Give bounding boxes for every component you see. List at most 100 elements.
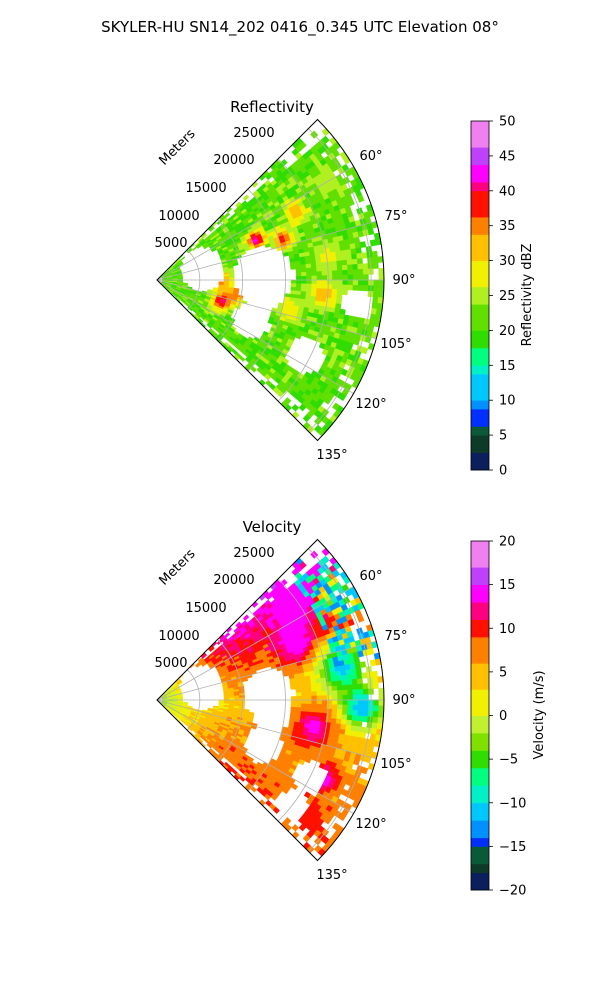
velocity-bin	[321, 690, 328, 696]
velocity-bin	[250, 786, 257, 793]
velocity-colorbar-ticks: −20 −15 −10 −5 0 5 10 15 20	[499, 535, 526, 899]
velocity-bin	[306, 703, 312, 709]
velocity-bin	[295, 688, 302, 693]
reflectivity-colorbar-segment	[471, 435, 489, 445]
velocity-bin	[239, 695, 245, 699]
velocity-bin	[342, 689, 349, 696]
velocity-bin	[347, 699, 354, 706]
velocity-bin	[305, 711, 312, 717]
reflectivity-colorbar-segment	[471, 391, 489, 401]
velocity-azimuth-ticks: 60° 75° 90° 105° 120° 135°	[316, 569, 415, 883]
reflectivity-bin	[290, 286, 297, 292]
reflectivity-bin	[316, 271, 323, 277]
velocity-cbar-tick-5: 5	[499, 665, 507, 680]
velocity-bin	[331, 680, 338, 687]
velocity-colorbar-segment	[471, 750, 489, 760]
reflectivity-bin	[342, 284, 349, 291]
reflectivity-bin	[352, 284, 359, 291]
reflectivity-bin	[373, 279, 380, 287]
velocity-colorbar-segment	[471, 619, 489, 629]
velocity-bin	[290, 706, 297, 712]
velocity-bin	[295, 684, 302, 690]
reflectivity-az-tick-75: 75°	[384, 209, 407, 224]
velocity-bin	[337, 694, 343, 701]
velocity-bin	[357, 694, 364, 701]
reflectivity-bin	[305, 263, 312, 269]
reflectivity-bin	[294, 333, 302, 340]
reflectivity-bin	[291, 411, 300, 419]
velocity-bin	[361, 766, 369, 775]
velocity-bin	[332, 695, 338, 701]
reflectivity-bin	[280, 158, 288, 167]
reflectivity-bin	[209, 226, 215, 232]
reflectivity-bin	[355, 247, 362, 254]
figure-title: SKYLER-HU SN14_202 0416_0.345 UTC Elevat…	[101, 18, 499, 37]
velocity-colorbar-segment	[471, 741, 489, 751]
velocity-colorbar-segment	[471, 785, 489, 795]
reflectivity-bin	[346, 254, 353, 261]
reflectivity-bin	[316, 288, 323, 294]
velocity-bin	[338, 812, 347, 822]
velocity-bin	[336, 713, 343, 720]
reflectivity-bin	[362, 263, 369, 270]
reflectivity-bin	[319, 253, 327, 259]
velocity-bin	[224, 632, 231, 639]
velocity-bin	[301, 691, 307, 697]
velocity-bin	[305, 687, 312, 693]
velocity-bin	[346, 674, 353, 681]
velocity-bin	[357, 705, 364, 712]
reflectivity-colorbar-segment	[471, 164, 489, 174]
reflectivity-bin	[347, 284, 354, 291]
velocity-bin	[315, 682, 322, 688]
reflectivity-bin	[311, 287, 317, 293]
reflectivity-bin	[362, 268, 369, 275]
velocity-bin	[321, 686, 328, 692]
velocity-bin	[337, 704, 343, 710]
reflectivity-colorbar: 0 5 10 15 20 25 30 35 40 45 50 Reflectiv…	[470, 115, 535, 479]
velocity-bin	[341, 714, 348, 721]
reflectivity-colorbar-segment	[471, 443, 489, 453]
velocity-bin	[367, 647, 375, 656]
reflectivity-bin	[347, 274, 354, 281]
reflectivity-azimuth-line	[156, 279, 377, 340]
velocity-colorbar-segment	[471, 567, 489, 577]
reflectivity-azimuth-line	[156, 279, 354, 394]
reflectivity-bin	[357, 263, 364, 270]
reflectivity-bin	[295, 264, 302, 270]
reflectivity-bin	[347, 269, 354, 276]
velocity-radial-axis-label: Meters	[157, 546, 199, 588]
reflectivity-bin	[356, 258, 363, 265]
reflectivity-bin	[321, 288, 328, 294]
reflectivity-title: Reflectivity	[230, 98, 314, 116]
reflectivity-bin	[371, 302, 378, 310]
reflectivity-field	[160, 127, 384, 437]
velocity-cbar-tick-0: 0	[499, 709, 507, 724]
velocity-bin	[378, 687, 384, 695]
velocity-colorbar-segment	[471, 671, 489, 681]
reflectivity-bin	[341, 264, 348, 271]
reflectivity-bin	[361, 252, 368, 259]
reflectivity-bin	[321, 127, 330, 137]
velocity-colorbar-segment	[471, 872, 489, 882]
velocity-bin	[310, 711, 317, 717]
reflectivity-cbar-tick-10: 10	[499, 394, 516, 409]
reflectivity-bin	[340, 254, 348, 261]
reflectivity-az-tick-60: 60°	[359, 149, 382, 164]
reflectivity-cbar-tick-50: 50	[499, 115, 516, 130]
velocity-bin	[341, 709, 348, 716]
velocity-bin	[296, 699, 302, 704]
velocity-bin	[228, 695, 235, 699]
reflectivity-bin	[347, 198, 355, 207]
reflectivity-bin	[352, 274, 359, 281]
reflectivity-bin	[228, 275, 235, 279]
reflectivity-az-tick-135: 135°	[316, 448, 347, 463]
velocity-bin	[355, 667, 362, 674]
reflectivity-bin	[362, 285, 369, 292]
velocity-colorbar-segment	[471, 811, 489, 821]
velocity-bin	[371, 670, 378, 678]
reflectivity-bin	[306, 271, 312, 277]
velocity-colorbar-segment	[471, 881, 489, 891]
velocity-bin	[316, 686, 323, 692]
reflectivity-colorbar-segment	[471, 234, 489, 244]
velocity-bin	[361, 672, 368, 679]
